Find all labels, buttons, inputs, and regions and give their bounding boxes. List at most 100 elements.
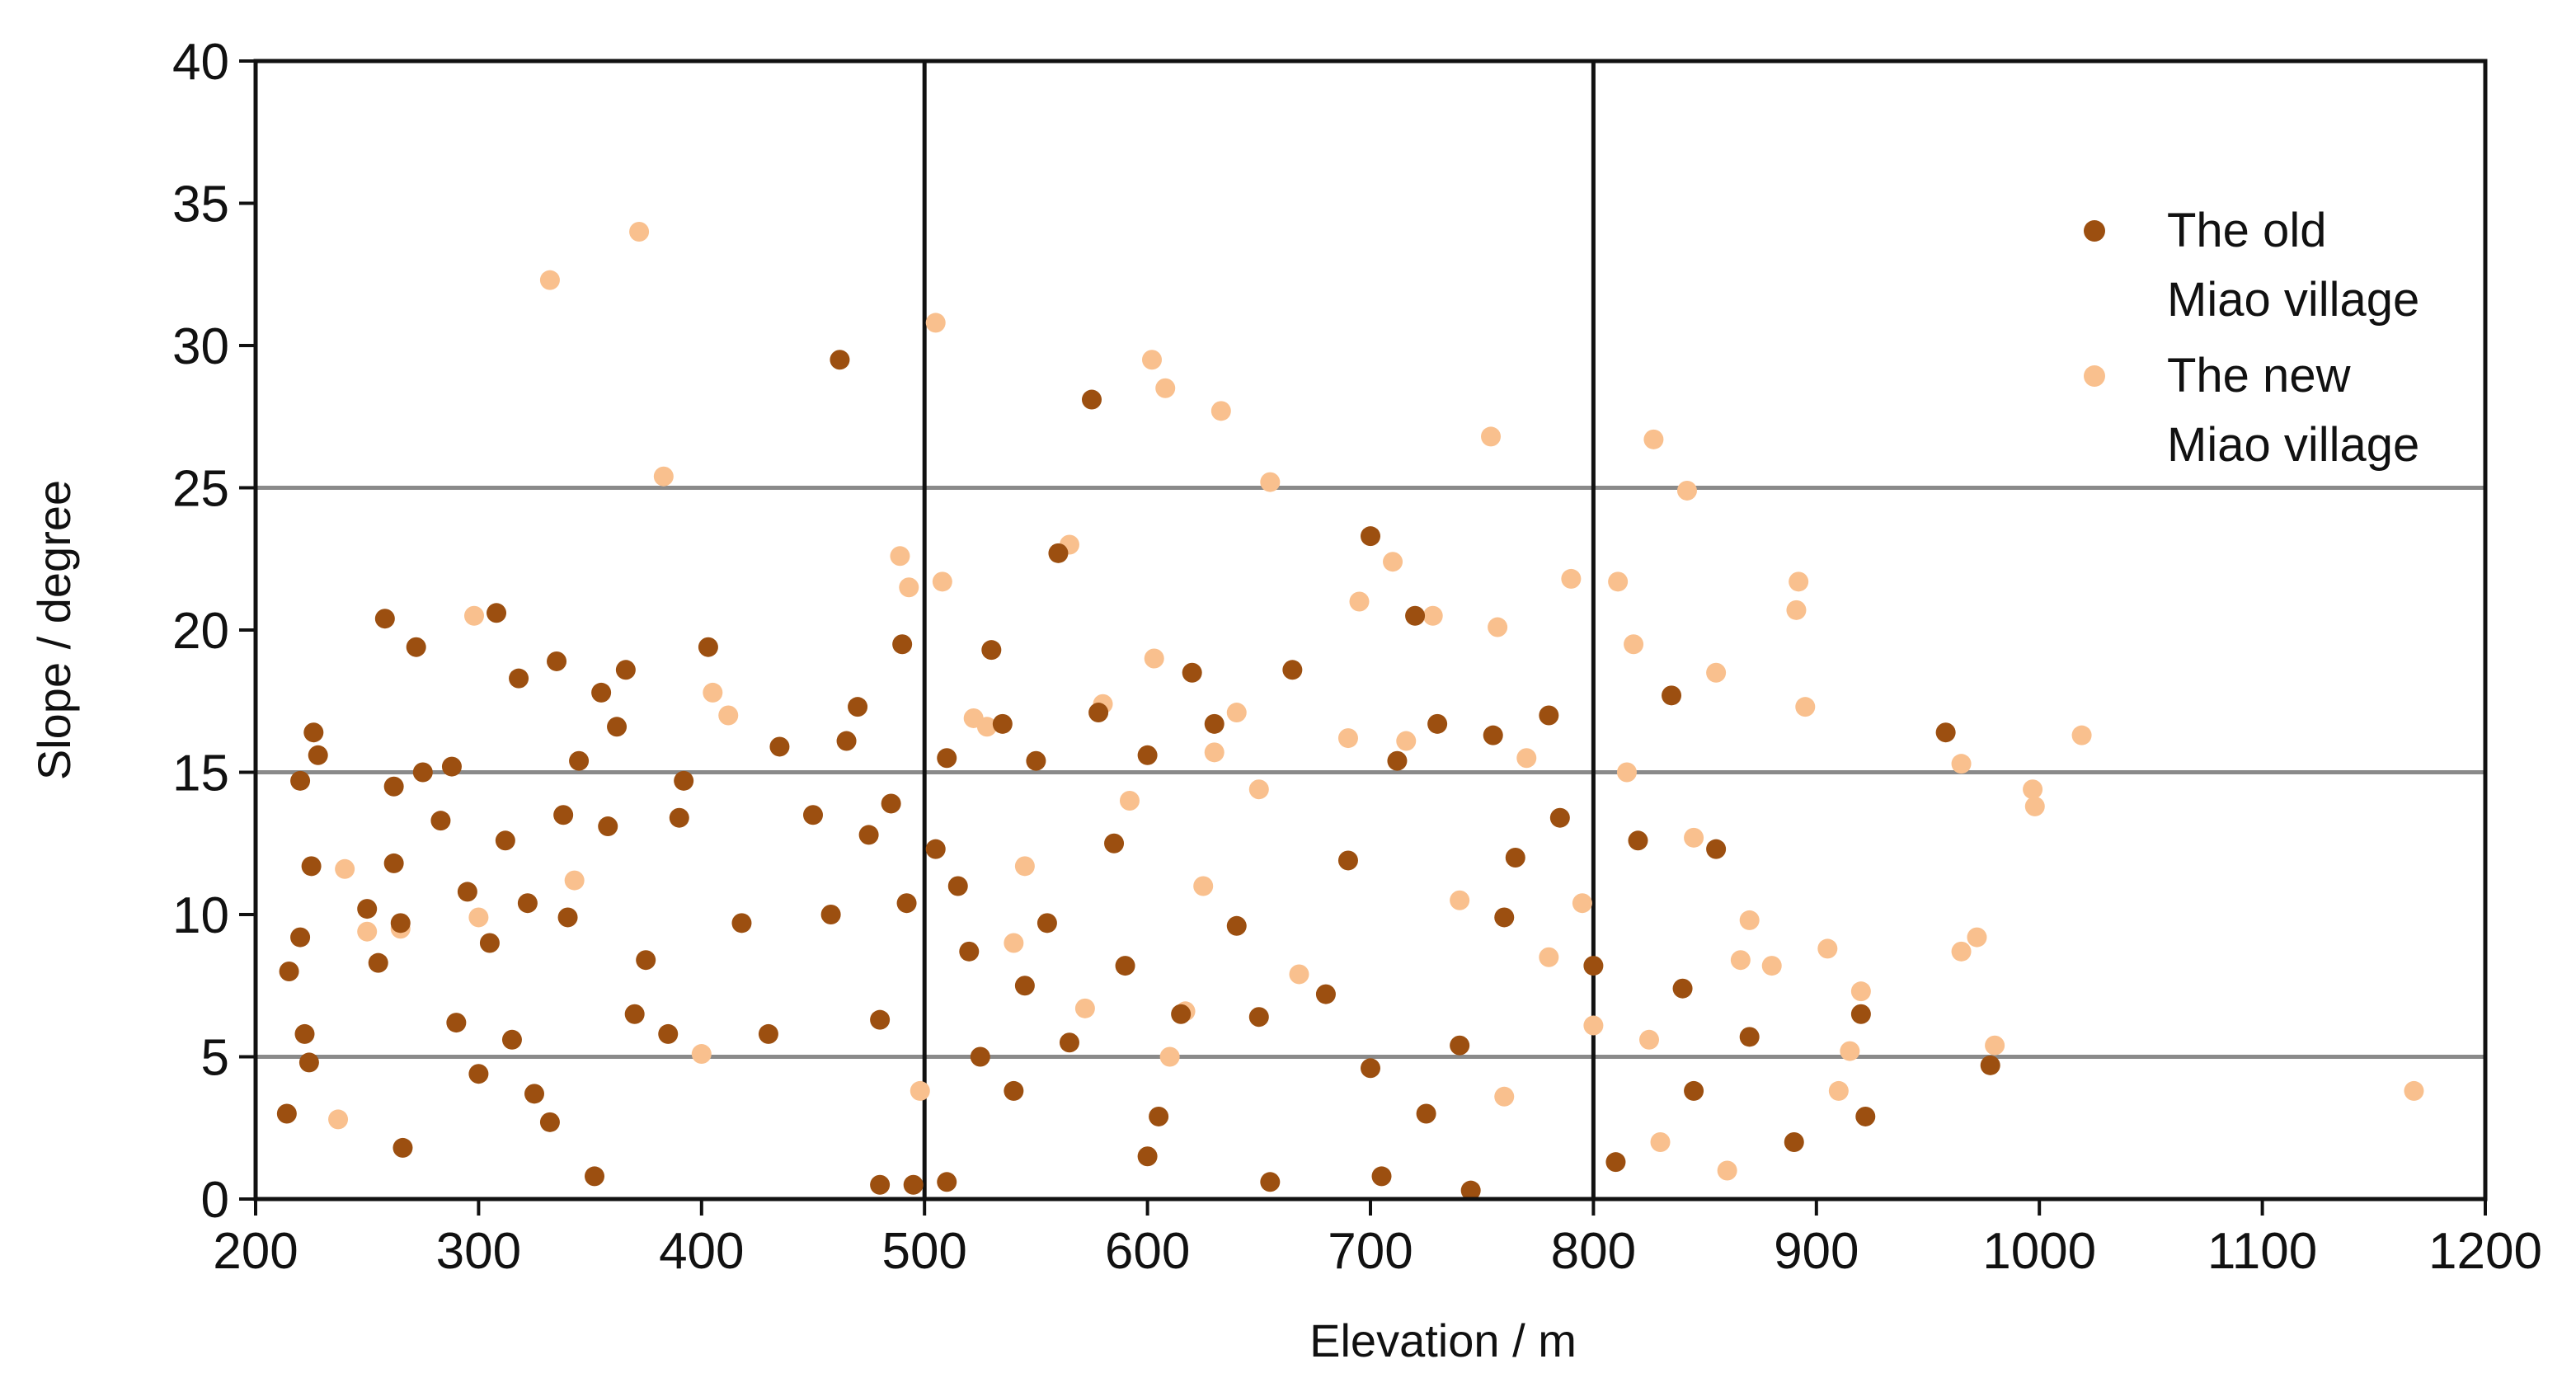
point	[1371, 1166, 1392, 1187]
point	[1210, 401, 1231, 421]
point	[2404, 1080, 2424, 1101]
point	[564, 870, 585, 891]
y-tick-label: 0	[201, 1172, 229, 1229]
point	[1488, 617, 1508, 637]
point	[1980, 1055, 2000, 1075]
point	[1349, 591, 1370, 612]
x-tick-label: 1000	[1982, 1223, 2096, 1280]
point	[1795, 697, 1816, 717]
point	[468, 1064, 489, 1084]
legend-label: The old Miao village	[2167, 204, 2420, 327]
x-axis-title: Elevation / m	[1309, 1314, 1577, 1366]
point	[1142, 350, 1163, 370]
point	[335, 858, 355, 879]
point	[290, 770, 311, 791]
point	[1048, 543, 1069, 563]
point	[1004, 933, 1024, 953]
point	[1583, 1015, 1604, 1036]
point	[1004, 1080, 1024, 1101]
point	[947, 876, 968, 896]
x-tick-label: 300	[436, 1223, 521, 1280]
point	[1182, 662, 1202, 683]
y-axis-title: Slope / degree	[28, 480, 80, 780]
point	[1624, 634, 1644, 655]
x-tick-label: 800	[1551, 1223, 1636, 1280]
point	[303, 722, 324, 743]
point	[910, 1080, 930, 1101]
point	[1549, 807, 1570, 828]
point	[1361, 526, 1380, 547]
point	[1260, 1172, 1281, 1192]
point	[463, 605, 484, 626]
point	[976, 717, 997, 737]
point	[357, 921, 378, 942]
point	[1204, 713, 1225, 734]
point	[1572, 893, 1592, 914]
point	[509, 668, 529, 689]
point	[718, 705, 739, 726]
point	[1260, 472, 1281, 492]
point	[932, 571, 952, 592]
point	[1383, 552, 1403, 572]
point	[1337, 728, 1358, 749]
point	[1193, 876, 1214, 896]
point	[1387, 750, 1408, 771]
point	[1684, 1080, 1704, 1101]
point	[383, 853, 404, 873]
y-tick-label: 15	[172, 745, 229, 802]
point	[290, 927, 311, 948]
point	[992, 713, 1013, 734]
point	[1088, 703, 1109, 723]
point	[279, 962, 299, 981]
point	[1494, 1086, 1515, 1107]
point	[495, 830, 515, 851]
point	[1739, 910, 1760, 930]
point	[501, 1029, 522, 1050]
point	[1144, 648, 1164, 669]
point	[1416, 1103, 1436, 1124]
point	[1104, 833, 1125, 854]
point	[1628, 830, 1648, 851]
point	[1935, 722, 1956, 743]
point	[607, 717, 628, 737]
point	[925, 313, 946, 333]
point	[848, 697, 868, 717]
y-tick-label: 10	[172, 887, 229, 944]
plot-frame	[253, 59, 2488, 1202]
y-tick-label: 30	[172, 318, 229, 375]
point	[899, 577, 919, 598]
point	[937, 748, 957, 769]
legend-marker	[2084, 220, 2105, 242]
point	[479, 933, 500, 953]
point	[539, 1112, 560, 1132]
point	[1361, 1058, 1380, 1079]
point	[2024, 796, 2045, 816]
point	[1422, 605, 1443, 626]
point	[441, 756, 462, 777]
point	[1761, 956, 1782, 976]
point	[892, 634, 913, 655]
y-tick-label: 40	[172, 34, 229, 91]
point	[1115, 956, 1135, 976]
point	[1248, 1007, 1269, 1028]
point	[1789, 571, 1809, 592]
point	[1730, 950, 1751, 971]
point	[357, 899, 378, 919]
point	[1616, 762, 1637, 783]
point	[970, 1046, 990, 1067]
point	[1226, 703, 1247, 723]
point	[1951, 941, 1972, 962]
point	[1650, 1132, 1671, 1152]
point	[298, 1052, 319, 1073]
point	[658, 1023, 679, 1044]
x-tick-label: 1200	[2428, 1223, 2542, 1280]
point	[703, 682, 723, 703]
point	[383, 776, 404, 797]
point	[1137, 1146, 1158, 1167]
point	[1171, 1004, 1192, 1024]
point	[430, 811, 451, 831]
point	[624, 1004, 645, 1024]
point	[881, 793, 901, 814]
point	[1850, 1004, 1871, 1024]
